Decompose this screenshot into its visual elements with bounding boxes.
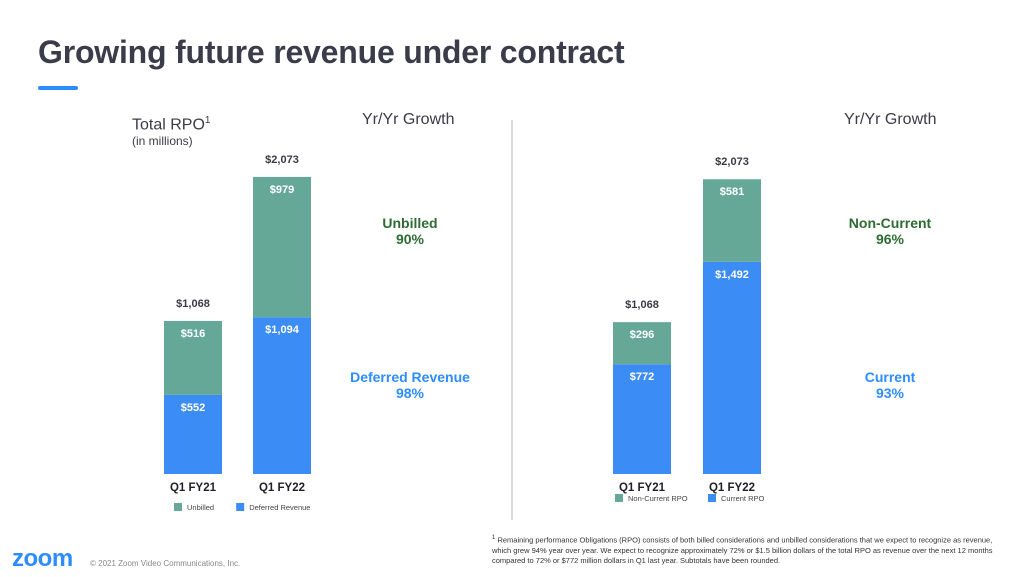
growth-unbilled-label: Unbilled: [382, 215, 438, 231]
category-label: Q1 FY22: [259, 482, 305, 494]
growth-heading-left: Yr/Yr Growth: [362, 111, 455, 128]
bar-total-label: $1,068: [176, 298, 210, 310]
bar-total-label: $2,073: [265, 154, 299, 166]
page-title: Growing future revenue under contract: [38, 34, 625, 70]
rpo-label-text: Total RPO: [132, 116, 205, 134]
bar-total-label: $1,068: [625, 299, 659, 311]
growth-noncurrent-value: 96%: [875, 231, 905, 247]
bar-value-label: $581: [720, 186, 744, 198]
legend-swatch: [615, 494, 623, 502]
rpo-label: Total RPO1: [132, 115, 210, 134]
bar-value-label: $516: [181, 328, 205, 340]
rpo-footnote-marker: 1: [204, 115, 211, 126]
category-label: Q1 FY21: [619, 482, 666, 494]
legend-label: Unbilled: [187, 503, 214, 512]
bar-value-label: $772: [630, 371, 654, 383]
footnote-text: Remaining performance Obligations (RPO) …: [492, 535, 993, 565]
growth-deferred-label: Deferred Revenue: [350, 369, 470, 385]
copyright: © 2021 Zoom Video Communications, Inc.: [90, 559, 241, 568]
category-label: Q1 FY21: [170, 482, 217, 494]
bar-value-label: $979: [270, 184, 294, 196]
legend-label: Current RPO: [721, 494, 765, 503]
bar-value-label: $552: [181, 402, 205, 414]
bar-unbilled-2: [253, 176, 311, 318]
bar-unbilled-1: [164, 320, 222, 395]
zoom-logo: zoom: [12, 545, 73, 572]
growth-unbilled-value: 90%: [395, 231, 425, 247]
growth-deferred-value: 98%: [395, 385, 425, 401]
title-underline: [38, 86, 78, 90]
bar-non-current-rpo-1: [613, 322, 671, 365]
bar-value-label: $1,492: [715, 269, 749, 281]
growth-noncurrent: Non-Current 96%: [810, 215, 970, 247]
bar-non-current-rpo-2: [703, 179, 761, 262]
legend-swatch: [174, 503, 182, 511]
bar-current-rpo-2: [703, 261, 761, 474]
legend-swatch: [708, 494, 716, 502]
growth-unbilled: Unbilled 90%: [330, 215, 490, 247]
growth-current-label: Current: [864, 369, 916, 385]
bar-current-rpo-1: [613, 364, 671, 474]
legend-label: Non-Current RPO: [628, 494, 688, 503]
bar-value-label: $1,094: [265, 324, 300, 336]
bar-total-label: $2,073: [715, 156, 749, 168]
growth-deferred: Deferred Revenue 98%: [330, 369, 490, 401]
growth-current: Current 93%: [810, 369, 970, 401]
legend-swatch: [236, 503, 245, 511]
rpo-units: (in millions): [132, 134, 193, 148]
footnote: 1 Remaining performance Obligations (RPO…: [492, 533, 1002, 566]
legend-label: Deferred Revenue: [249, 503, 310, 512]
footnote-marker: 1: [492, 535, 496, 541]
growth-current-value: 93%: [875, 385, 905, 401]
growth-noncurrent-label: Non-Current: [848, 215, 932, 231]
bar-deferred-revenue-2: [253, 317, 311, 474]
growth-heading-right: Yr/Yr Growth: [844, 111, 937, 128]
category-label: Q1 FY22: [709, 482, 755, 494]
bar-value-label: $296: [630, 329, 654, 341]
bar-deferred-revenue-1: [164, 394, 222, 474]
chart-divider: [511, 120, 513, 520]
